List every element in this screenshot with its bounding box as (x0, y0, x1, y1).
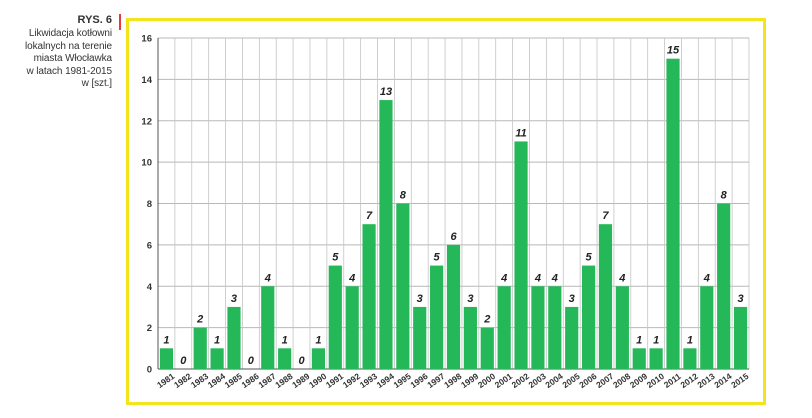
data-label-1993: 7 (366, 210, 373, 222)
y-tick-label: 2 (147, 323, 152, 334)
bar-1999 (463, 306, 477, 369)
data-label-2013: 4 (703, 272, 710, 284)
data-label-1991: 5 (332, 252, 339, 264)
caption-line-2: lokalnych na terenie (25, 40, 112, 52)
data-label-2001: 4 (500, 272, 507, 284)
data-label-1995: 8 (400, 190, 407, 202)
data-label-2008: 4 (618, 272, 625, 284)
bar-2011 (666, 58, 680, 369)
bar-2008 (615, 286, 629, 369)
data-label-1983: 2 (196, 314, 203, 326)
y-tick-label: 10 (141, 158, 152, 169)
y-tick-label: 4 (147, 282, 153, 293)
bar-1992 (345, 286, 359, 369)
data-label-2006: 5 (586, 252, 593, 264)
y-tick-label: 6 (147, 240, 152, 251)
bar-2009 (632, 348, 646, 369)
data-label-2011: 15 (667, 45, 680, 57)
data-label-1990: 1 (315, 334, 321, 346)
data-label-1992: 4 (348, 272, 355, 284)
caption-line-3: miasta Włocławka (33, 53, 113, 64)
bar-chart: 0246810121416119810198221983119843198501… (141, 34, 750, 391)
data-label-2002: 11 (515, 127, 526, 139)
figure-caption: RYS. 6 Likwidacja kotłowni lokalnych na … (8, 14, 112, 91)
data-label-1988: 1 (282, 334, 288, 346)
y-tick-label: 14 (141, 75, 152, 86)
data-label-1982: 0 (180, 355, 187, 367)
data-label-2005: 3 (569, 293, 575, 305)
bar-1983 (193, 327, 207, 369)
bar-1996 (413, 306, 427, 369)
data-label-2000: 2 (483, 314, 490, 326)
bar-1995 (396, 203, 410, 369)
bar-1988 (278, 348, 292, 369)
y-tick-label: 12 (141, 116, 152, 127)
data-label-2010: 1 (653, 334, 659, 346)
bar-1981 (159, 348, 174, 369)
data-label-1985: 3 (231, 293, 237, 305)
data-label-1999: 3 (467, 293, 473, 305)
figure-label: RYS. 6 (77, 14, 112, 26)
data-label-2003: 4 (534, 272, 541, 284)
bar-2013 (700, 286, 714, 369)
data-label-2004: 4 (551, 272, 558, 284)
data-label-1998: 6 (450, 231, 457, 243)
data-label-1996: 3 (417, 293, 423, 305)
y-tick-label: 0 (147, 365, 152, 376)
caption-line-5: w [szt.] (81, 78, 112, 89)
data-label-1986: 0 (248, 355, 255, 367)
bar-2006 (582, 265, 596, 369)
data-label-2009: 1 (636, 334, 642, 346)
bar-2012 (683, 348, 697, 369)
data-label-1981: 1 (163, 334, 169, 346)
bar-1994 (379, 100, 393, 369)
bar-1990 (311, 348, 325, 369)
y-tick-label: 16 (141, 34, 152, 45)
bar-1998 (446, 244, 461, 369)
bar-2014 (717, 203, 731, 369)
bar-2010 (649, 348, 663, 369)
data-label-1984: 1 (214, 334, 220, 346)
bar-1997 (430, 265, 444, 369)
bar-2005 (565, 306, 579, 369)
bar-2002 (514, 141, 528, 369)
bar-2003 (531, 286, 545, 369)
bar-1993 (362, 224, 376, 369)
caption-accent-rule (119, 14, 121, 30)
data-label-1994: 13 (380, 86, 392, 98)
bar-2015 (733, 306, 748, 369)
data-label-2014: 8 (721, 190, 728, 202)
data-label-2015: 3 (737, 293, 743, 305)
x-tick-label-2015: 2015 (729, 371, 750, 390)
data-label-2007: 7 (602, 210, 609, 222)
data-label-1997: 5 (434, 252, 441, 264)
y-tick-label: 8 (147, 199, 152, 210)
bar-2007 (598, 224, 613, 369)
bar-1984 (210, 348, 224, 369)
bar-1987 (261, 286, 275, 369)
data-label-2012: 1 (687, 334, 693, 346)
caption-line-1: Likwidacja kotłowni (28, 28, 112, 39)
bar-1985 (227, 306, 241, 369)
caption-line-4: w latach 1981-2015 (26, 65, 113, 77)
chart-frame: 0 2 4 6 8 10 12 14 16 1 1981 0 1982 2 1983 1 1984 3 1985 0 1… (126, 18, 766, 405)
bar-2000 (480, 327, 494, 369)
bar-2001 (497, 286, 511, 369)
figure-description: Likwidacja kotłowni lokalnych na terenie… (8, 28, 112, 91)
bar-1991 (328, 265, 342, 369)
data-label-1989: 0 (298, 355, 305, 367)
data-label-1987: 4 (264, 272, 271, 284)
bar-2004 (548, 286, 562, 369)
